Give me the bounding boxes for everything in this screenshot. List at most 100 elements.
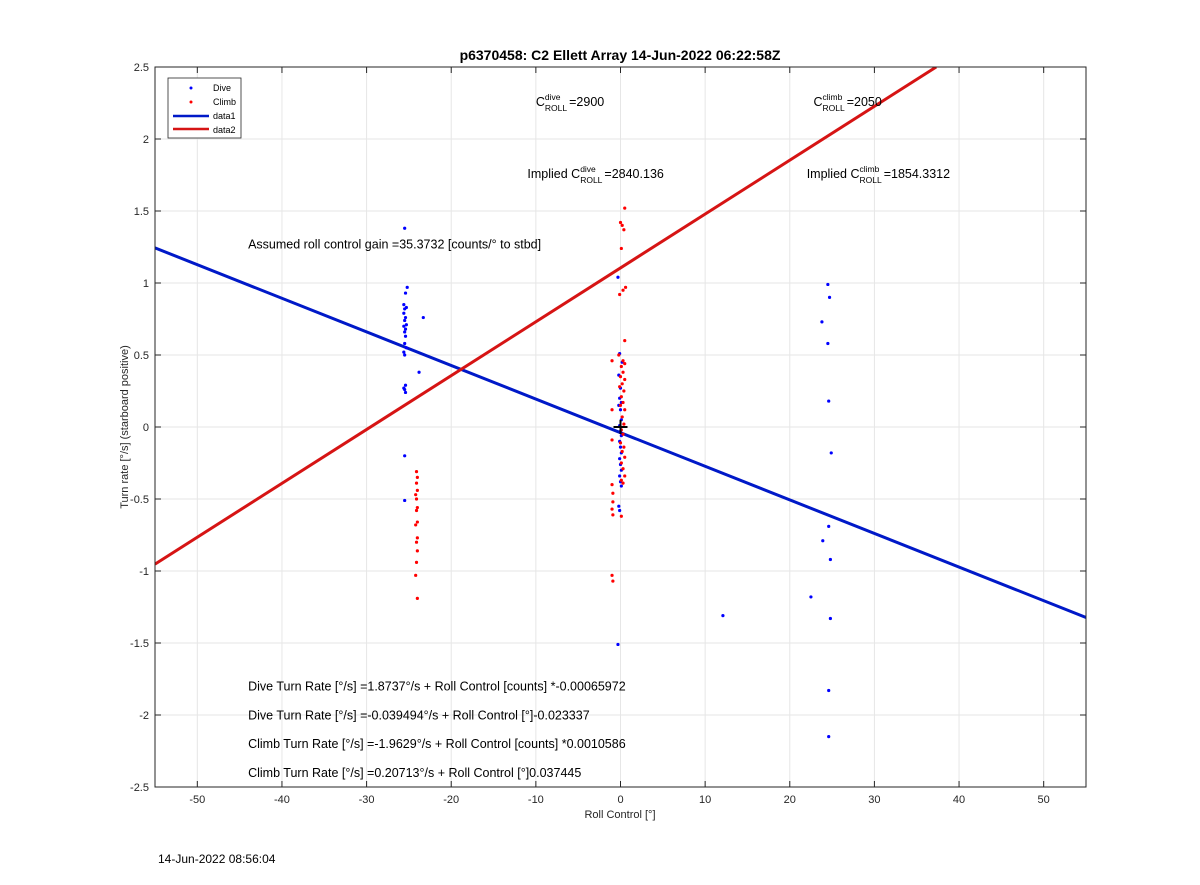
point-climb xyxy=(415,596,419,600)
legend: Dive Climb data1 data2 xyxy=(167,77,242,139)
point-climb xyxy=(414,573,418,577)
point-climb xyxy=(621,400,625,405)
point-climb xyxy=(414,497,419,501)
point-climb xyxy=(619,461,623,465)
point-dive xyxy=(721,614,725,618)
point-climb xyxy=(623,455,627,459)
y-tick-label: 0.5 xyxy=(134,350,149,362)
y-axis-label: Turn rate [°/s] (starboard positive) xyxy=(119,345,131,509)
point-dive xyxy=(618,457,622,461)
x-tick-label: 40 xyxy=(953,794,965,806)
point-climb xyxy=(619,364,623,369)
point-dive xyxy=(617,504,621,508)
y-tick-label: -1 xyxy=(139,566,149,578)
plot-border xyxy=(154,66,1087,788)
y-tick-label: -2.5 xyxy=(130,782,149,794)
x-tick-label: -20 xyxy=(443,794,459,806)
y-tick-label: -0.5 xyxy=(130,494,149,506)
annotation-implied-climb-sub: ROLL xyxy=(859,175,881,185)
point-climb xyxy=(414,560,419,564)
point-climb xyxy=(414,540,419,544)
point-dive xyxy=(618,508,622,513)
point-climb xyxy=(619,246,623,251)
y-tick-label: -2 xyxy=(139,710,149,722)
y-tick-label: 1.5 xyxy=(134,206,149,218)
y-tick-label: 2.5 xyxy=(134,62,149,74)
x-tick-label: 50 xyxy=(1038,794,1050,806)
point-dive xyxy=(616,642,620,647)
point-climb xyxy=(414,481,419,485)
point-dive xyxy=(421,315,425,320)
point-dive xyxy=(827,688,831,693)
y-tick-label: 1 xyxy=(143,278,149,290)
x-tick-label: -40 xyxy=(274,794,290,806)
point-dive xyxy=(827,295,832,299)
point-dive xyxy=(828,616,832,621)
point-dive xyxy=(618,408,623,412)
point-climb xyxy=(414,508,419,513)
plot-content xyxy=(155,67,1086,739)
point-climb xyxy=(611,500,615,504)
point-climb xyxy=(623,408,627,412)
point-climb xyxy=(415,549,419,553)
point-climb xyxy=(617,353,621,357)
point-dive xyxy=(403,318,407,323)
point-climb xyxy=(618,441,623,445)
point-climb xyxy=(610,483,614,487)
point-climb xyxy=(610,438,614,442)
x-tick-label: -30 xyxy=(359,794,375,806)
point-climb xyxy=(621,432,625,436)
footer-timestamp: 14-Jun-2022 08:56:04 xyxy=(158,852,276,866)
legend-climb-label: Climb xyxy=(213,97,236,107)
point-climb xyxy=(622,422,626,426)
point-climb xyxy=(414,470,419,474)
point-dive xyxy=(403,498,407,503)
point-climb xyxy=(414,523,418,527)
point-climb xyxy=(619,514,623,518)
point-climb xyxy=(611,491,615,495)
point-climb xyxy=(622,228,626,232)
x-tick-label: -50 xyxy=(189,794,205,806)
point-dive xyxy=(618,474,622,478)
annotation-eq2: Dive Turn Rate [°/s] =-0.039494°/s + Rol… xyxy=(248,708,590,722)
point-climb xyxy=(621,359,625,363)
annotation-gain: Assumed roll control gain =35.3732 [coun… xyxy=(248,237,541,251)
point-climb xyxy=(619,395,623,399)
point-climb xyxy=(622,389,626,393)
point-climb xyxy=(610,573,614,577)
point-dive xyxy=(417,370,421,374)
x-axis-label: Roll Control [°] xyxy=(584,809,655,821)
point-dive xyxy=(403,291,408,295)
chart-title: p6370458: C2 Ellett Array 14-Jun-2022 06… xyxy=(460,47,781,63)
point-climb xyxy=(610,359,614,363)
point-dive xyxy=(405,285,409,289)
point-climb xyxy=(415,520,419,524)
point-dive xyxy=(402,303,406,307)
annotation-c-climb-sub: ROLL xyxy=(823,103,845,113)
point-climb xyxy=(610,507,614,511)
legend-data2-label: data2 xyxy=(213,125,236,135)
point-climb xyxy=(621,370,625,374)
x-tick-label: 20 xyxy=(784,794,796,806)
y-tick-label: 0 xyxy=(143,422,149,434)
point-dive xyxy=(619,484,623,488)
point-climb xyxy=(611,513,615,517)
point-dive xyxy=(403,334,408,338)
point-climb xyxy=(415,475,419,479)
point-dive xyxy=(404,323,408,327)
point-dive xyxy=(403,341,407,346)
point-dive xyxy=(827,735,831,739)
y-ticks: -2.5 -2 -1.5 -1 -0.5 0 0.5 1 1.5 2 2.5 xyxy=(130,62,1086,794)
legend-dive-marker xyxy=(189,86,193,90)
point-climb xyxy=(623,339,627,343)
point-climb xyxy=(623,285,628,289)
y-tick-label: 2 xyxy=(143,134,149,146)
point-dive xyxy=(403,454,407,458)
point-dive xyxy=(618,445,623,449)
point-climb xyxy=(621,481,625,485)
series-line-data2 xyxy=(155,67,937,566)
point-dive xyxy=(402,324,406,328)
annotation-eq3: Climb Turn Rate [°/s] =-1.9629°/s + Roll… xyxy=(248,737,626,751)
